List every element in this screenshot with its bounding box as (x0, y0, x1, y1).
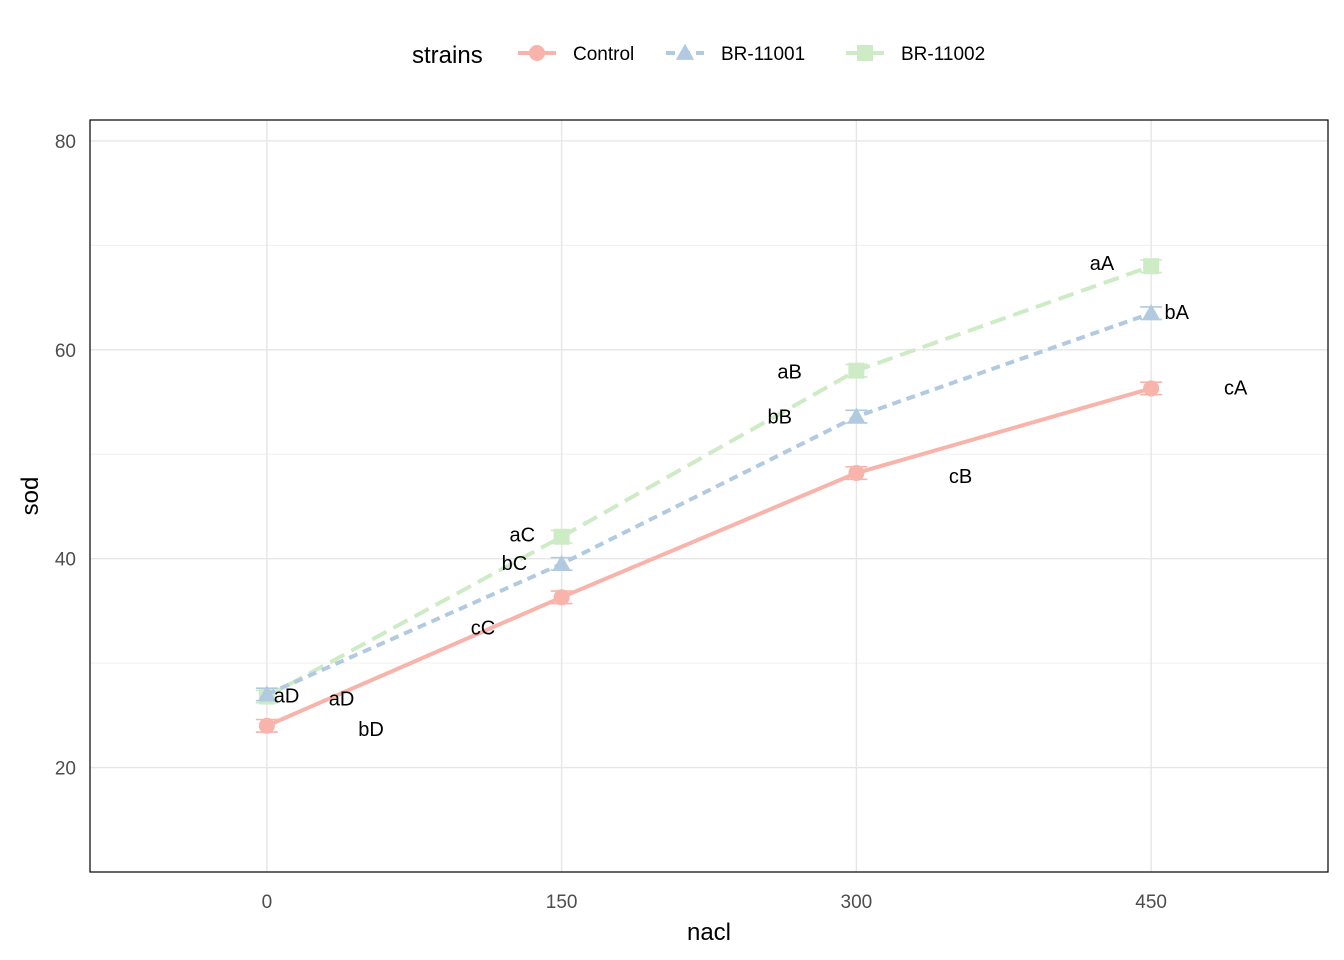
series-line (266, 386, 1152, 728)
data-point (257, 685, 277, 702)
legend-label: Control (573, 44, 634, 65)
x-tick-label: 450 (1135, 892, 1167, 913)
series-layer (255, 258, 1163, 734)
y-tick-label: 80 (55, 132, 76, 153)
data-label: cA (1224, 377, 1248, 399)
series-br-11001 (255, 304, 1163, 702)
legend-item-br-11001: BR-11001 (666, 43, 805, 65)
data-point (847, 407, 866, 424)
legend-key-square-icon (857, 45, 873, 61)
data-label: aD (329, 689, 355, 711)
x-tick-label: 0 (262, 892, 273, 913)
legend-key-triangle-icon (675, 43, 695, 60)
legend-item-control: Control (518, 44, 634, 65)
legend-label: BR-11001 (721, 44, 805, 65)
data-point (258, 717, 275, 734)
data-label: bB (768, 407, 792, 429)
legend-item-br-11002: BR-11002 (846, 44, 985, 65)
data-point (848, 465, 865, 482)
y-tick-label: 40 (55, 550, 76, 571)
axes: 0 150 300 450 20 40 60 80 (55, 132, 1167, 913)
legend-title: strains (412, 42, 483, 69)
grid (90, 120, 1328, 872)
plot-panel-border (89, 119, 1329, 873)
y-tick-label: 20 (55, 759, 76, 780)
data-label: bC (502, 553, 528, 575)
data-point (1143, 258, 1160, 275)
x-tick-label: 150 (546, 892, 578, 913)
series-line (265, 264, 1152, 699)
data-label: bD (358, 719, 384, 741)
data-point (553, 528, 570, 545)
data-label: aA (1090, 253, 1115, 275)
series-line (266, 311, 1152, 697)
data-label: cB (949, 466, 972, 488)
legend-key-circle-icon (529, 45, 545, 61)
legend: strains Control BR-11001 BR-11002 (412, 42, 985, 69)
data-label: aB (777, 362, 801, 384)
y-tick-label: 60 (55, 341, 76, 362)
data-label: aD (274, 685, 300, 707)
legend-label: BR-11002 (901, 44, 985, 65)
data-point (552, 554, 571, 571)
data-point (1143, 380, 1160, 397)
data-point (553, 589, 570, 606)
series-control (255, 380, 1163, 734)
data-label: bA (1164, 302, 1189, 324)
x-axis-title: nacl (687, 919, 731, 946)
x-tick-label: 300 (841, 892, 873, 913)
data-label: cC (471, 618, 495, 640)
data-label: aC (510, 525, 536, 547)
data-point (1141, 304, 1161, 321)
data-point (848, 362, 865, 379)
significance-labels: bD cC cB cA aD bC bB bA aD aC aB aA (274, 253, 1248, 741)
y-axis-title: sod (17, 477, 44, 516)
